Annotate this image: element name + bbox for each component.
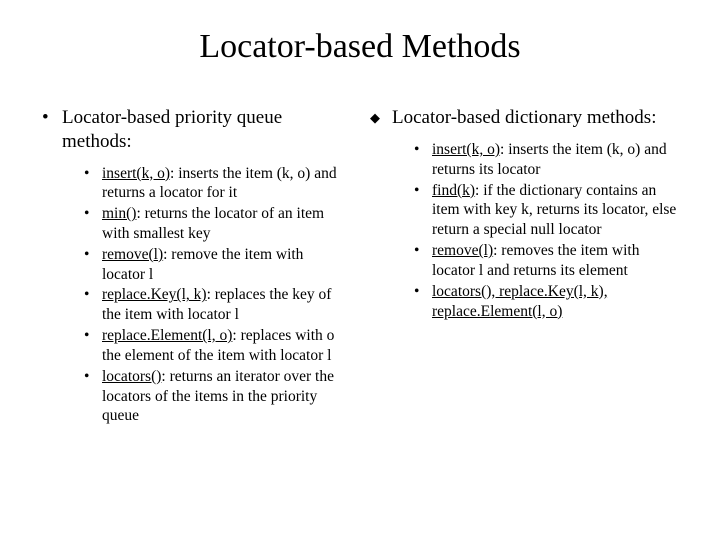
left-heading-text: Locator-based priority queue methods: <box>62 106 350 154</box>
left-column: • Locator-based priority queue methods: … <box>40 106 350 427</box>
list-item: insert(k, o): inserts the item (k, o) an… <box>414 140 680 180</box>
list-item: find(k): if the dictionary contains an i… <box>414 181 680 240</box>
diamond-icon: ◆ <box>370 106 392 130</box>
slide-title: Locator-based Methods <box>40 28 680 66</box>
content-columns: • Locator-based priority queue methods: … <box>40 106 680 427</box>
bullet-icon: • <box>40 106 62 130</box>
right-column: ◆ Locator-based dictionary methods: inse… <box>370 106 680 427</box>
right-list: insert(k, o): inserts the item (k, o) an… <box>370 140 680 321</box>
right-heading: ◆ Locator-based dictionary methods: <box>370 106 680 130</box>
right-heading-text: Locator-based dictionary methods: <box>392 106 656 130</box>
list-item: replace.Key(l, k): replaces the key of t… <box>84 285 350 325</box>
list-item: replace.Element(l, o): replaces with o t… <box>84 326 350 366</box>
left-list: insert(k, o): inserts the item (k, o) an… <box>40 164 350 427</box>
list-item: locators(): returns an iterator over the… <box>84 367 350 426</box>
list-item: remove(l): remove the item with locator … <box>84 245 350 285</box>
list-item: remove(l): removes the item with locator… <box>414 241 680 281</box>
list-item: locators(), replace.Key(l, k), replace.E… <box>414 282 680 322</box>
left-heading: • Locator-based priority queue methods: <box>40 106 350 154</box>
list-item: min(): returns the locator of an item wi… <box>84 204 350 244</box>
list-item: insert(k, o): inserts the item (k, o) an… <box>84 164 350 204</box>
